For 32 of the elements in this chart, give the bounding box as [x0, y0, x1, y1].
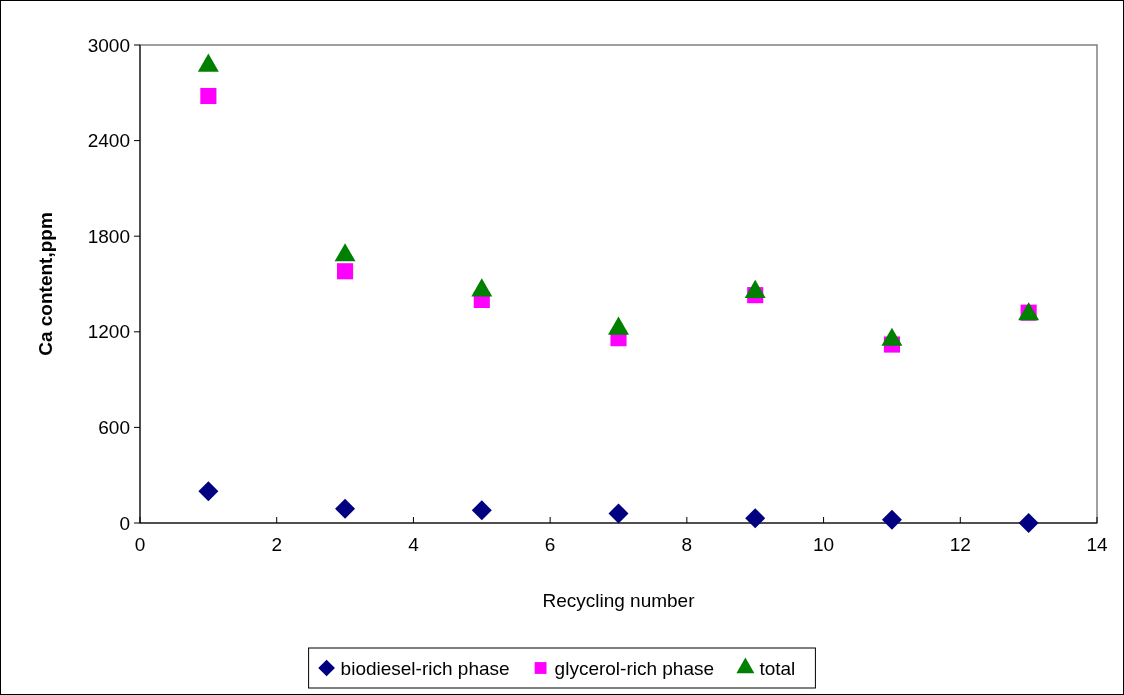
- y-tick-label: 1200: [87, 321, 130, 343]
- legend-label: biodiesel-rich phase: [340, 657, 510, 679]
- point: [471, 500, 492, 521]
- point: [881, 509, 902, 530]
- y-tick-label: 3000: [87, 34, 130, 56]
- point: [608, 316, 629, 335]
- point: [337, 263, 354, 280]
- y-tick-label: 1800: [87, 225, 130, 247]
- point: [745, 508, 766, 529]
- point: [334, 243, 356, 262]
- point: [335, 498, 356, 519]
- point: [198, 481, 219, 502]
- point: [471, 278, 493, 297]
- x-tick-label: 0: [134, 534, 146, 555]
- x-tick-label: 12: [949, 534, 971, 555]
- x-tick-label: 10: [813, 534, 835, 555]
- x-tick-label: 2: [271, 534, 282, 555]
- point: [197, 53, 219, 72]
- x-tick-label: 8: [681, 534, 693, 555]
- x-tick-label: 14: [1086, 534, 1108, 555]
- point: [608, 503, 629, 524]
- x-tick-label: 4: [408, 534, 420, 555]
- y-tick-label: 2400: [87, 130, 130, 152]
- x-axis-title: Recycling number: [542, 590, 696, 611]
- y-tick-label: 0: [119, 512, 130, 534]
- y-tick-label: 600: [98, 417, 130, 439]
- legend-label: total: [759, 657, 796, 679]
- point: [1018, 513, 1039, 533]
- x-tick-label: 6: [544, 534, 556, 555]
- y-axis-title: Ca content,ppm: [35, 212, 56, 356]
- point: [744, 279, 766, 299]
- legend-label: glycerol-rich phase: [554, 657, 715, 679]
